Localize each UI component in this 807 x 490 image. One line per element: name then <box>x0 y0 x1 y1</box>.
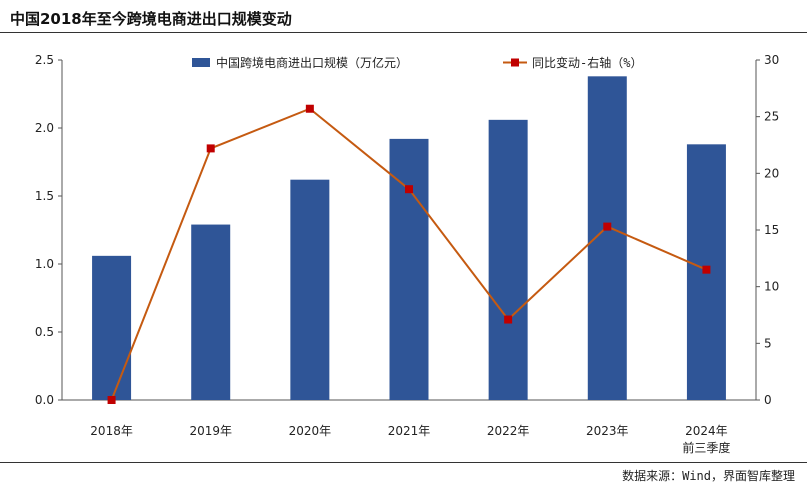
category-label: 2024年 <box>685 424 728 438</box>
bar <box>488 119 528 400</box>
line-marker <box>405 185 413 194</box>
right-tick-label: 10 <box>764 280 779 294</box>
category-label: 2018年 <box>90 424 133 438</box>
left-tick-label: 1.5 <box>35 189 54 203</box>
left-tick-label: 2.0 <box>35 121 54 135</box>
line-marker <box>305 104 314 113</box>
bar <box>290 179 330 400</box>
left-y-ticks: 0.0 0.5 1.0 1.5 2.0 2.5 <box>35 53 62 407</box>
bar <box>92 255 132 400</box>
right-tick-label: 5 <box>764 336 772 350</box>
legend-bar-swatch <box>192 58 210 67</box>
right-tick-label: 30 <box>764 53 779 67</box>
bar-series <box>92 76 726 400</box>
category-label: 2020年 <box>289 424 332 438</box>
title-divider <box>0 32 807 33</box>
footer-divider <box>0 462 807 463</box>
left-tick-label: 2.5 <box>35 53 54 67</box>
right-tick-label: 0 <box>764 393 772 407</box>
left-tick-label: 0.5 <box>35 325 54 339</box>
bar <box>191 224 231 400</box>
legend-line-label: 同比变动-右轴（%） <box>532 55 642 70</box>
category-label-line2: 前三季度 <box>682 440 730 455</box>
right-tick-label: 20 <box>764 166 779 180</box>
category-label: 2022年 <box>487 424 530 438</box>
legend-bar-label: 中国跨境电商进出口规模（万亿元） <box>216 55 408 70</box>
left-tick-label: 1.0 <box>35 257 54 271</box>
line-marker <box>206 144 215 153</box>
category-label: 2019年 <box>189 424 232 438</box>
line-marker <box>107 396 116 404</box>
right-tick-label: 15 <box>764 223 779 237</box>
left-tick-label: 0.0 <box>35 393 54 407</box>
line-series <box>107 104 711 404</box>
line-marker <box>702 265 711 274</box>
right-tick-label: 25 <box>764 110 779 124</box>
line-marker <box>603 222 612 231</box>
legend-line-marker <box>511 58 519 67</box>
chart-title: 中国2018年至今跨境电商进出口规模变动 <box>10 10 292 28</box>
legend: 中国跨境电商进出口规模（万亿元） 同比变动-右轴（%） <box>192 55 642 70</box>
bar <box>389 138 429 400</box>
category-label: 2021年 <box>388 424 431 438</box>
category-label: 2023年 <box>586 424 629 438</box>
source-note: 数据来源：Wind，界面智库整理 <box>622 469 795 483</box>
right-y-ticks: 0 5 10 15 20 25 30 <box>756 53 779 407</box>
line-marker <box>504 315 513 324</box>
